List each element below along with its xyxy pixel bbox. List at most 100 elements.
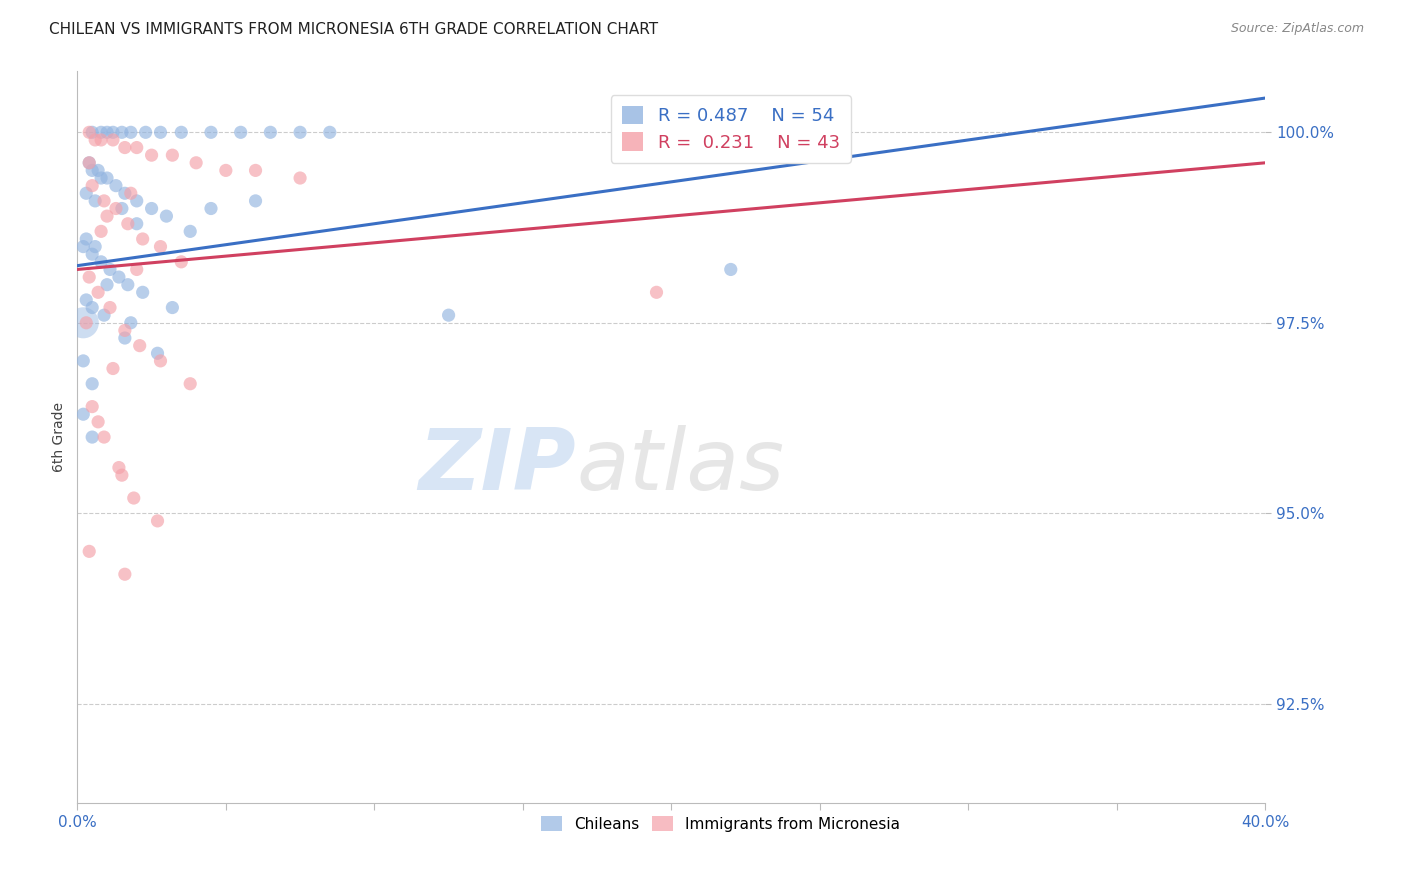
Point [90, 255, 112, 269]
Point [87, 415, 110, 429]
Point [82, 376, 104, 391]
Point [437, 308, 460, 322]
Point [114, 186, 136, 201]
Legend: Chileans, Immigrants from Micronesia: Chileans, Immigrants from Micronesia [534, 810, 907, 838]
Point [114, 331, 136, 345]
Point [645, 285, 668, 300]
Point [131, 285, 153, 300]
Point [162, 148, 184, 162]
Point [111, 202, 134, 216]
Point [104, 202, 127, 216]
Point [170, 255, 193, 269]
Point [111, 125, 134, 139]
Point [125, 262, 148, 277]
Point [82, 125, 104, 139]
Point [98, 301, 121, 315]
Point [149, 125, 172, 139]
Point [82, 301, 104, 315]
Point [101, 361, 124, 376]
Point [108, 270, 131, 285]
Point [96, 277, 118, 292]
Point [128, 338, 150, 352]
Point [75, 186, 97, 201]
Point [75, 293, 97, 307]
Point [111, 468, 134, 483]
Point [82, 400, 104, 414]
Point [131, 232, 153, 246]
Point [114, 140, 136, 154]
Point [200, 125, 222, 139]
Point [259, 125, 281, 139]
Point [125, 140, 148, 154]
Point [93, 430, 115, 444]
Legend: R = 0.487    N = 54, R =  0.231    N = 43: R = 0.487 N = 54, R = 0.231 N = 43 [610, 95, 851, 162]
Point [77, 155, 100, 169]
Point [84, 194, 107, 208]
Point [90, 171, 112, 186]
Point [98, 262, 121, 277]
Point [93, 308, 115, 322]
Point [114, 323, 136, 337]
Text: Source: ZipAtlas.com: Source: ZipAtlas.com [1230, 22, 1364, 36]
Text: atlas: atlas [576, 425, 785, 508]
Point [288, 125, 311, 139]
Point [72, 239, 94, 253]
Text: ZIP: ZIP [419, 425, 576, 508]
Point [104, 178, 127, 193]
Text: CHILEAN VS IMMIGRANTS FROM MICRONESIA 6TH GRADE CORRELATION CHART: CHILEAN VS IMMIGRANTS FROM MICRONESIA 6T… [49, 22, 658, 37]
Point [288, 171, 311, 186]
Point [96, 125, 118, 139]
Point [77, 125, 100, 139]
Point [82, 247, 104, 261]
Point [90, 224, 112, 238]
Point [135, 125, 157, 139]
Point [120, 125, 142, 139]
Point [82, 163, 104, 178]
Point [75, 232, 97, 246]
Point [75, 316, 97, 330]
Point [72, 354, 94, 368]
Point [720, 262, 742, 277]
Point [87, 285, 110, 300]
Point [84, 133, 107, 147]
Point [120, 186, 142, 201]
Point [114, 567, 136, 582]
Point [77, 155, 100, 169]
Point [179, 376, 201, 391]
Point [101, 133, 124, 147]
Point [93, 194, 115, 208]
Point [101, 125, 124, 139]
Point [77, 544, 100, 558]
Point [170, 125, 193, 139]
Point [84, 239, 107, 253]
Point [141, 148, 163, 162]
Point [179, 224, 201, 238]
Point [77, 270, 100, 285]
Point [117, 277, 139, 292]
Point [72, 316, 94, 330]
Point [146, 346, 169, 360]
Point [90, 125, 112, 139]
Point [215, 163, 238, 178]
Point [155, 209, 177, 223]
Point [141, 202, 163, 216]
Point [82, 430, 104, 444]
Point [108, 460, 131, 475]
Point [72, 407, 94, 421]
Point [125, 194, 148, 208]
Point [125, 217, 148, 231]
Point [186, 155, 208, 169]
Point [149, 239, 172, 253]
Point [245, 163, 267, 178]
Point [146, 514, 169, 528]
Point [200, 202, 222, 216]
Point [117, 217, 139, 231]
Y-axis label: 6th Grade: 6th Grade [52, 402, 66, 472]
Point [87, 163, 110, 178]
Point [120, 316, 142, 330]
Point [90, 133, 112, 147]
Point [82, 178, 104, 193]
Point [162, 301, 184, 315]
Point [245, 194, 267, 208]
Point [122, 491, 145, 505]
